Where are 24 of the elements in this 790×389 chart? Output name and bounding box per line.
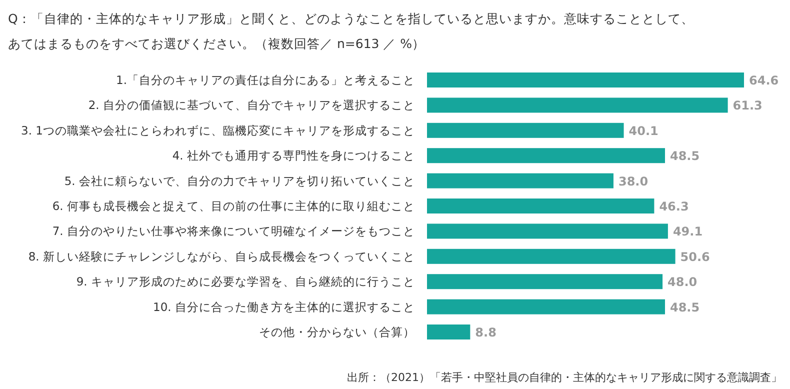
y-tick-label: 9. キャリア形成のために必要な学習を、自ら継続的に行うこと [76,274,415,289]
y-tick-label: 4. 社外でも通用する専門性を身につけること [172,148,415,163]
chart-title: Q：「自律的・主体的なキャリア形成」と聞くと、どのようなことを指していると思いますか。意味することとして、あてはまるものをすべてお選びください。（複数回答／ n=613 ／ %） [8,10,695,53]
data-label: 64.6 [749,74,779,88]
data-label: 49.1 [672,224,703,239]
y-tick-label: 10. 自分に合った働き方を主体的に選択すること [153,300,415,314]
y-tick-label: 2. 自分の価値観に基づいて、自分でキャリアを選択すること [88,98,415,112]
data-label: 48.0 [668,275,698,290]
data-label: 50.6 [680,250,710,264]
data-label: 40.1 [628,124,658,138]
data-label: 8.8 [475,326,496,340]
data-label: 46.3 [659,200,689,214]
y-tick-label: その他・分からない（合算） [259,325,415,339]
data-label: 38.0 [618,174,648,188]
text: 出所：（2021）「若手・中堅社員の自律的・主体的なキャリア形成に関する意識調査」 [347,371,782,384]
data-label: 48.5 [670,300,700,314]
y-tick-label: 1.「自分のキャリアの責任は自分にある」と考えること [116,73,415,87]
y-tick-label: 7. 自分のやりたい仕事や将来像について明確なイメージをもつこと [52,224,415,238]
y-tick-label: 3. 1つの職業や会社にとらわれずに、臨機応変にキャリアを形成すること [21,123,415,138]
y-tick-label: 8. 新しい経験にチャレンジしながら、自ら成長機会をつくっていくこと [28,249,415,264]
y-tick-label: 5. 会社に頼らないで、自分の力でキャリアを切り拓いていくこと [64,174,415,188]
y-tick-label: 6. 何事も成長機会と捉えて、目の前の仕事に主体的に取り組むこと [52,199,415,213]
data-label: 48.5 [670,149,700,164]
data-label: 61.3 [732,98,762,113]
